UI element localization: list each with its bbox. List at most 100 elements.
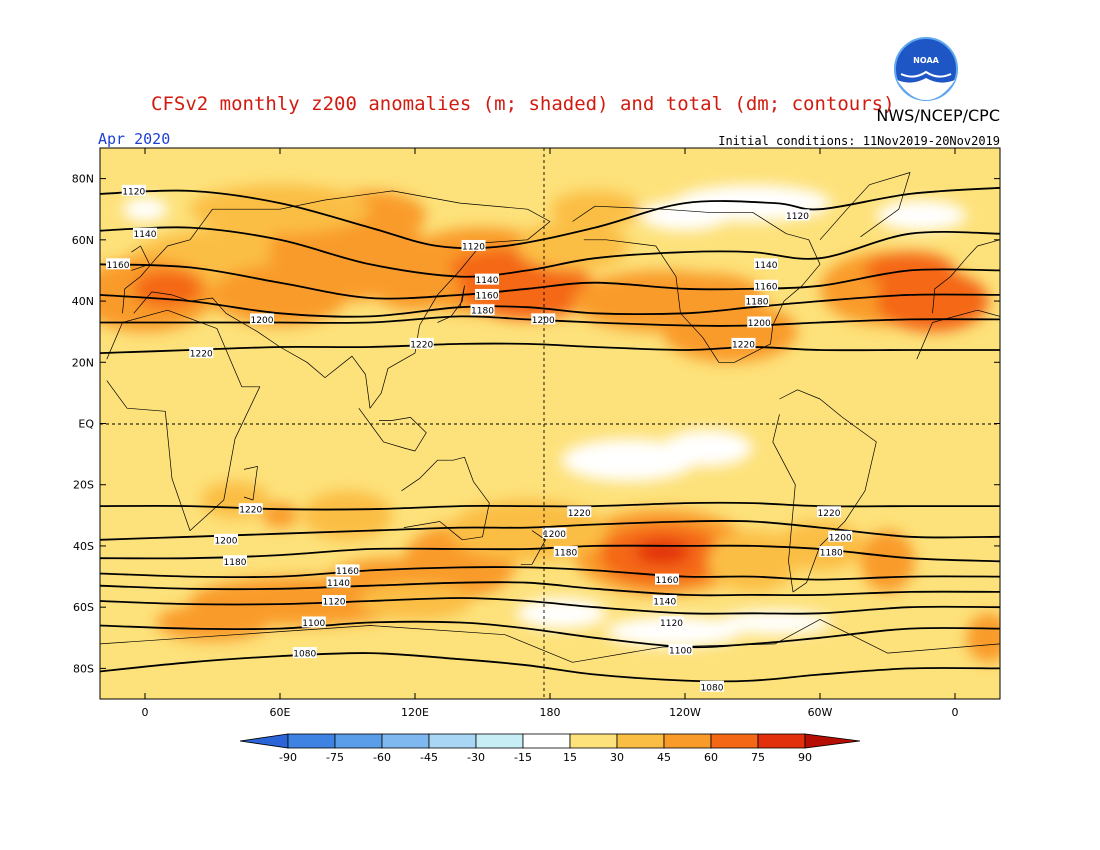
lon-tick-label: 120W: [669, 706, 701, 719]
svg-text:1200: 1200: [215, 536, 238, 546]
contour-label-1080: 1080: [700, 680, 724, 693]
svg-text:1180: 1180: [554, 549, 577, 559]
contour-label-1160: 1160: [754, 279, 778, 292]
colorbar-tick-label: 30: [610, 751, 624, 764]
colorbar-tick-label: 75: [751, 751, 765, 764]
svg-text:1120: 1120: [122, 187, 145, 197]
lon-tick-label: 180: [540, 706, 561, 719]
svg-text:1200: 1200: [829, 533, 852, 543]
colorbar-arrow-low: [239, 733, 289, 749]
colorbar-swatch: [710, 733, 759, 749]
contour-1160-2: [100, 263, 1000, 300]
svg-text:1220: 1220: [568, 509, 591, 519]
lat-tick-label: 80N: [72, 173, 94, 186]
lon-tick-label: 60W: [808, 706, 833, 719]
svg-text:1100: 1100: [302, 619, 325, 629]
colorbar-swatch: [663, 733, 712, 749]
contour-label-1160: 1160: [106, 258, 130, 271]
contour-label-1120: 1120: [461, 239, 486, 252]
svg-text:1220: 1220: [239, 506, 262, 516]
svg-text:1080: 1080: [293, 650, 316, 660]
colorbar-swatch: [569, 733, 618, 749]
svg-text:1160: 1160: [755, 282, 778, 292]
contour-1140-10: [100, 581, 1000, 597]
noaa-logo-text: NOAA: [913, 56, 939, 65]
contour-label-1180: 1180: [553, 546, 578, 559]
lon-tick-label: 60E: [270, 706, 291, 719]
contour-label-1220: 1220: [409, 337, 434, 350]
colorbar-swatch: [287, 733, 336, 749]
colorbar-swatch: [757, 733, 806, 749]
contour-1120-11: [100, 597, 1000, 615]
contour-label-1120: 1120: [659, 616, 684, 629]
svg-text:1100: 1100: [669, 647, 692, 657]
contour-label-1140: 1140: [754, 258, 778, 271]
contour-label-1100: 1100: [668, 644, 693, 657]
colorbar-tick-label: -15: [514, 751, 532, 764]
agency-credit: NWS/NCEP/CPC: [876, 106, 1000, 125]
colorbar-tick-label: 60: [704, 751, 718, 764]
contour-label-1180: 1180: [223, 555, 247, 568]
initial-conditions-label: Initial conditions: 11Nov2019-20Nov2019: [718, 134, 1000, 148]
contour-1220-5: [100, 342, 1000, 354]
contour-1100-12: [100, 620, 1000, 649]
svg-text:1160: 1160: [656, 576, 679, 586]
colorbar-swatch: [381, 733, 430, 749]
svg-text:1160: 1160: [336, 567, 359, 577]
lat-tick-label: 40N: [72, 295, 94, 308]
contour-label-1120: 1120: [121, 184, 146, 197]
svg-text:1180: 1180: [746, 298, 769, 308]
lon-tick-label: 0: [952, 706, 959, 719]
svg-text:1160: 1160: [107, 261, 130, 271]
svg-text:1120: 1120: [786, 212, 809, 222]
lat-tick-label: 20N: [72, 356, 94, 369]
svg-text:1220: 1220: [190, 350, 213, 360]
svg-text:1180: 1180: [471, 307, 494, 317]
colorbar-tick-label: 15: [563, 751, 577, 764]
contour-label-1160: 1160: [335, 564, 360, 577]
colorbar-swatch: [522, 733, 571, 749]
svg-text:1140: 1140: [476, 276, 499, 286]
contour-label-1160: 1160: [655, 573, 679, 586]
svg-text:1160: 1160: [476, 291, 499, 301]
plot-area: 1120 1120 1120 1140 1140 1140 1160 1160 1160 1180…: [100, 148, 1000, 699]
lon-tick-label: 0: [142, 706, 149, 719]
colorbar-arrow-high: [804, 733, 861, 749]
contour-label-1200: 1200: [542, 527, 567, 540]
svg-text:1080: 1080: [701, 683, 724, 693]
contour-label-1200: 1200: [250, 313, 274, 326]
colorbar-swatch: [334, 733, 383, 749]
svg-text:1120: 1120: [660, 619, 683, 629]
svg-text:1180: 1180: [820, 549, 843, 559]
svg-text:1220: 1220: [818, 509, 841, 519]
colorbar-tick-label: -75: [326, 751, 344, 764]
valid-month-label: Apr 2020: [98, 130, 170, 148]
contour-label-1140: 1140: [652, 595, 677, 608]
contour-label-1200: 1200: [747, 316, 772, 329]
contour-label-1200: 1200: [531, 313, 556, 326]
svg-text:1140: 1140: [653, 598, 676, 608]
svg-text:1180: 1180: [224, 558, 247, 568]
lat-tick-label: 60N: [72, 234, 94, 247]
contour-label-1220: 1220: [731, 337, 756, 350]
colorbar-tick-label: -90: [279, 751, 297, 764]
contour-label-1220: 1220: [189, 347, 214, 360]
colorbar-swatch: [475, 733, 524, 749]
colorbar-tick-label: 90: [798, 751, 812, 764]
contour-1180-3: [100, 293, 1000, 318]
contour-label-1120: 1120: [322, 595, 346, 608]
colorbar-swatch: [428, 733, 477, 749]
contour-1080-13: [100, 652, 1000, 683]
contour-1140-1: [100, 226, 1000, 278]
lat-tick-label: 20S: [73, 479, 94, 492]
contour-label-1120: 1120: [785, 209, 810, 222]
contour-label-1180: 1180: [470, 304, 495, 317]
contour-label-1200: 1200: [828, 530, 853, 543]
contour-label-1220: 1220: [817, 506, 841, 519]
contour-label-1100: 1100: [301, 616, 326, 629]
svg-text:1140: 1140: [327, 579, 350, 589]
height-contours: 1120 1120 1120 1140 1140 1140 1160 1160 1160 1180…: [100, 184, 1000, 693]
lat-tick-label: 80S: [73, 662, 94, 675]
contour-1160-9: [100, 566, 1000, 581]
